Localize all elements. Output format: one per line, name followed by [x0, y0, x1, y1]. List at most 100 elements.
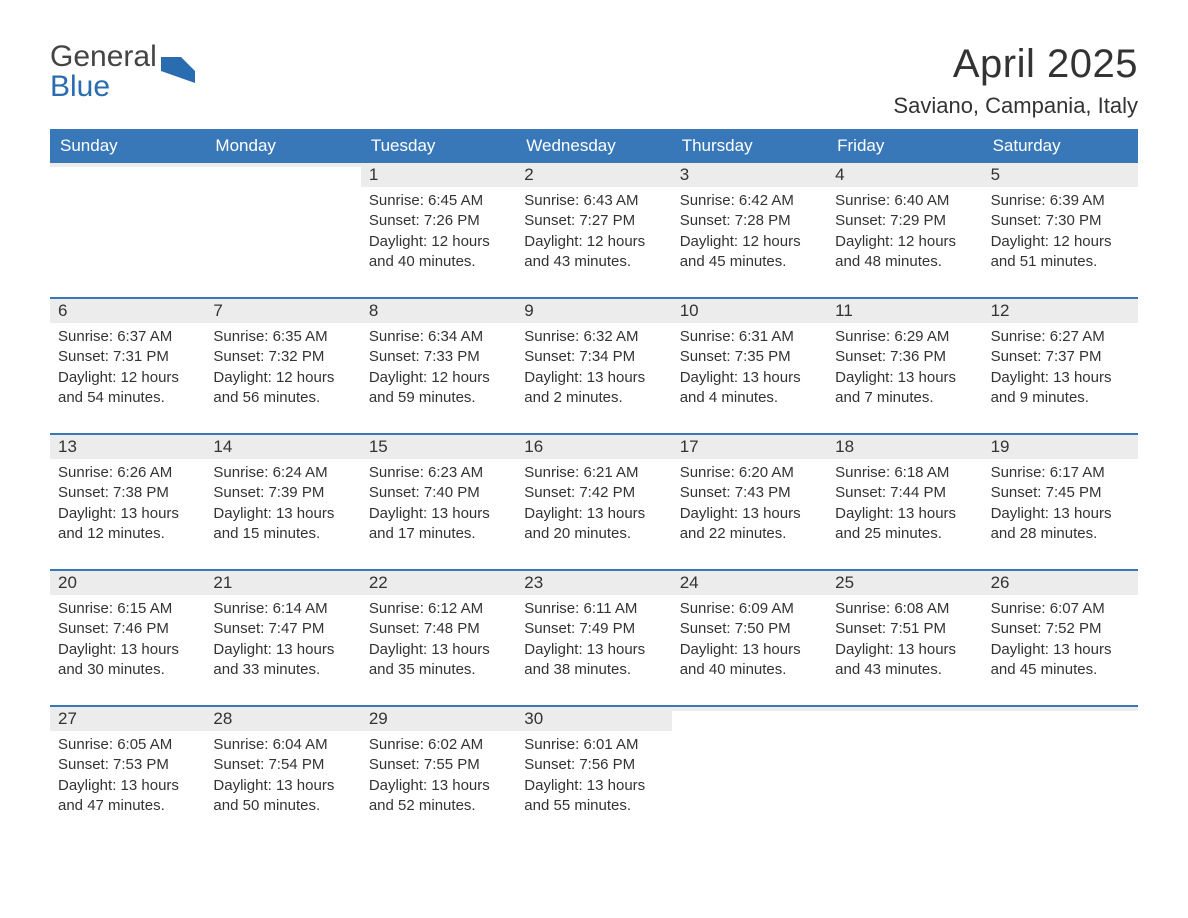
- daylight-line2: and 54 minutes.: [58, 388, 197, 408]
- daylight-line1: Daylight: 13 hours: [680, 368, 819, 388]
- day-cell: 2Sunrise: 6:43 AMSunset: 7:27 PMDaylight…: [516, 163, 671, 283]
- sunset-text: Sunset: 7:26 PM: [369, 211, 508, 231]
- sunset-text: Sunset: 7:32 PM: [213, 347, 352, 367]
- sunrise-text: Sunrise: 6:39 AM: [991, 191, 1130, 211]
- day-number: 23: [516, 571, 671, 595]
- sunset-text: Sunset: 7:48 PM: [369, 619, 508, 639]
- day-body: Sunrise: 6:35 AMSunset: 7:32 PMDaylight:…: [205, 323, 360, 419]
- daylight-line2: and 4 minutes.: [680, 388, 819, 408]
- day-number: 3: [672, 163, 827, 187]
- daylight-line2: and 43 minutes.: [835, 660, 974, 680]
- sunrise-text: Sunrise: 6:34 AM: [369, 327, 508, 347]
- daylight-line2: and 17 minutes.: [369, 524, 508, 544]
- daylight-line1: Daylight: 13 hours: [213, 640, 352, 660]
- weeks-container: 1Sunrise: 6:45 AMSunset: 7:26 PMDaylight…: [50, 163, 1138, 827]
- day-cell: [983, 707, 1138, 827]
- daylight-line2: and 28 minutes.: [991, 524, 1130, 544]
- sunrise-text: Sunrise: 6:23 AM: [369, 463, 508, 483]
- day-number: 12: [983, 299, 1138, 323]
- daylight-line2: and 55 minutes.: [524, 796, 663, 816]
- daylight-line1: Daylight: 13 hours: [369, 504, 508, 524]
- weekday-monday: Monday: [205, 129, 360, 163]
- daylight-line2: and 38 minutes.: [524, 660, 663, 680]
- daylight-line2: and 30 minutes.: [58, 660, 197, 680]
- sunrise-text: Sunrise: 6:35 AM: [213, 327, 352, 347]
- sunrise-text: Sunrise: 6:07 AM: [991, 599, 1130, 619]
- sunset-text: Sunset: 7:27 PM: [524, 211, 663, 231]
- day-cell: 25Sunrise: 6:08 AMSunset: 7:51 PMDayligh…: [827, 571, 982, 691]
- daylight-line2: and 50 minutes.: [213, 796, 352, 816]
- sunrise-text: Sunrise: 6:21 AM: [524, 463, 663, 483]
- daylight-line1: Daylight: 12 hours: [213, 368, 352, 388]
- sunset-text: Sunset: 7:36 PM: [835, 347, 974, 367]
- day-number: 28: [205, 707, 360, 731]
- sunset-text: Sunset: 7:56 PM: [524, 755, 663, 775]
- day-number: 27: [50, 707, 205, 731]
- sunset-text: Sunset: 7:40 PM: [369, 483, 508, 503]
- sunset-text: Sunset: 7:49 PM: [524, 619, 663, 639]
- sunrise-text: Sunrise: 6:14 AM: [213, 599, 352, 619]
- day-cell: 12Sunrise: 6:27 AMSunset: 7:37 PMDayligh…: [983, 299, 1138, 419]
- day-body: [827, 711, 982, 807]
- day-cell: 27Sunrise: 6:05 AMSunset: 7:53 PMDayligh…: [50, 707, 205, 827]
- weekday-friday: Friday: [827, 129, 982, 163]
- day-cell: 4Sunrise: 6:40 AMSunset: 7:29 PMDaylight…: [827, 163, 982, 283]
- sunrise-text: Sunrise: 6:18 AM: [835, 463, 974, 483]
- sunset-text: Sunset: 7:39 PM: [213, 483, 352, 503]
- sunrise-text: Sunrise: 6:20 AM: [680, 463, 819, 483]
- title-block: April 2025 Saviano, Campania, Italy: [893, 42, 1138, 119]
- daylight-line2: and 20 minutes.: [524, 524, 663, 544]
- sunset-text: Sunset: 7:47 PM: [213, 619, 352, 639]
- day-cell: 28Sunrise: 6:04 AMSunset: 7:54 PMDayligh…: [205, 707, 360, 827]
- daylight-line1: Daylight: 13 hours: [991, 640, 1130, 660]
- day-cell: 8Sunrise: 6:34 AMSunset: 7:33 PMDaylight…: [361, 299, 516, 419]
- day-cell: [205, 163, 360, 283]
- sunset-text: Sunset: 7:50 PM: [680, 619, 819, 639]
- daylight-line2: and 40 minutes.: [369, 252, 508, 272]
- sunset-text: Sunset: 7:45 PM: [991, 483, 1130, 503]
- daylight-line2: and 40 minutes.: [680, 660, 819, 680]
- day-body: Sunrise: 6:18 AMSunset: 7:44 PMDaylight:…: [827, 459, 982, 555]
- sunrise-text: Sunrise: 6:26 AM: [58, 463, 197, 483]
- day-body: Sunrise: 6:34 AMSunset: 7:33 PMDaylight:…: [361, 323, 516, 419]
- weekday-thursday: Thursday: [672, 129, 827, 163]
- page-header: General Blue April 2025 Saviano, Campani…: [50, 42, 1138, 119]
- sunrise-text: Sunrise: 6:15 AM: [58, 599, 197, 619]
- day-cell: [672, 707, 827, 827]
- day-cell: 22Sunrise: 6:12 AMSunset: 7:48 PMDayligh…: [361, 571, 516, 691]
- daylight-line1: Daylight: 12 hours: [369, 368, 508, 388]
- day-body: Sunrise: 6:26 AMSunset: 7:38 PMDaylight:…: [50, 459, 205, 555]
- daylight-line2: and 56 minutes.: [213, 388, 352, 408]
- daylight-line1: Daylight: 12 hours: [369, 232, 508, 252]
- day-number: 4: [827, 163, 982, 187]
- daylight-line2: and 25 minutes.: [835, 524, 974, 544]
- sunset-text: Sunset: 7:28 PM: [680, 211, 819, 231]
- day-number: 26: [983, 571, 1138, 595]
- day-number: 14: [205, 435, 360, 459]
- daylight-line1: Daylight: 12 hours: [524, 232, 663, 252]
- sunrise-text: Sunrise: 6:37 AM: [58, 327, 197, 347]
- day-number: 9: [516, 299, 671, 323]
- sunrise-text: Sunrise: 6:27 AM: [991, 327, 1130, 347]
- sunset-text: Sunset: 7:34 PM: [524, 347, 663, 367]
- day-number: 16: [516, 435, 671, 459]
- day-cell: 26Sunrise: 6:07 AMSunset: 7:52 PMDayligh…: [983, 571, 1138, 691]
- sunset-text: Sunset: 7:35 PM: [680, 347, 819, 367]
- sunset-text: Sunset: 7:33 PM: [369, 347, 508, 367]
- day-cell: 7Sunrise: 6:35 AMSunset: 7:32 PMDaylight…: [205, 299, 360, 419]
- day-body: Sunrise: 6:11 AMSunset: 7:49 PMDaylight:…: [516, 595, 671, 691]
- day-cell: 17Sunrise: 6:20 AMSunset: 7:43 PMDayligh…: [672, 435, 827, 555]
- day-number: 17: [672, 435, 827, 459]
- day-cell: 1Sunrise: 6:45 AMSunset: 7:26 PMDaylight…: [361, 163, 516, 283]
- weekday-saturday: Saturday: [983, 129, 1138, 163]
- day-body: Sunrise: 6:43 AMSunset: 7:27 PMDaylight:…: [516, 187, 671, 283]
- day-cell: 6Sunrise: 6:37 AMSunset: 7:31 PMDaylight…: [50, 299, 205, 419]
- day-cell: 18Sunrise: 6:18 AMSunset: 7:44 PMDayligh…: [827, 435, 982, 555]
- weekday-tuesday: Tuesday: [361, 129, 516, 163]
- day-cell: 9Sunrise: 6:32 AMSunset: 7:34 PMDaylight…: [516, 299, 671, 419]
- day-number: 7: [205, 299, 360, 323]
- daylight-line1: Daylight: 13 hours: [369, 640, 508, 660]
- daylight-line2: and 45 minutes.: [680, 252, 819, 272]
- day-cell: 16Sunrise: 6:21 AMSunset: 7:42 PMDayligh…: [516, 435, 671, 555]
- daylight-line1: Daylight: 13 hours: [213, 776, 352, 796]
